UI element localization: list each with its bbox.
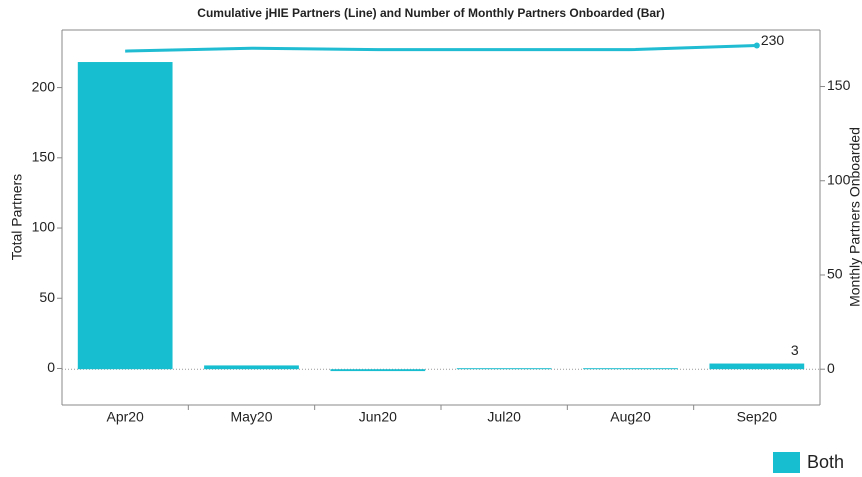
legend-label: Both (807, 452, 844, 472)
y2-tick-label: 100 (827, 171, 851, 187)
y2-tick-label: 0 (827, 360, 835, 376)
y2-tick-label: 50 (827, 266, 843, 282)
x-tick-label: May20 (230, 409, 272, 425)
line (125, 43, 757, 53)
chart-title: Cumulative jHIE Partners (Line) and Numb… (197, 6, 664, 20)
y-axis-label: Total Partners (9, 174, 25, 260)
x-tick-label: Apr20 (106, 409, 144, 425)
bar (583, 368, 678, 370)
data-label: 230 (761, 32, 785, 48)
bar (204, 365, 299, 370)
y-tick-label: 0 (47, 359, 55, 375)
data-label: 3 (791, 342, 799, 358)
x-tick-label: Jun20 (359, 409, 397, 425)
y-tick-label: 150 (32, 149, 56, 165)
y-tick-label: 100 (32, 219, 56, 235)
bar (456, 368, 552, 370)
x-tick-label: Aug20 (610, 409, 651, 425)
line-point (753, 42, 760, 49)
y2-tick-label: 150 (827, 77, 851, 93)
bar (330, 369, 426, 372)
bar (709, 363, 805, 370)
y-tick-label: 200 (32, 78, 56, 94)
y-tick-label: 50 (39, 289, 55, 305)
y2-axis-label: Monthly Partners Onboarded (847, 127, 862, 307)
legend-swatch (773, 452, 800, 473)
x-tick-label: Jul20 (487, 409, 521, 425)
x-tick-label: Sep20 (737, 409, 778, 425)
bar (77, 62, 173, 370)
